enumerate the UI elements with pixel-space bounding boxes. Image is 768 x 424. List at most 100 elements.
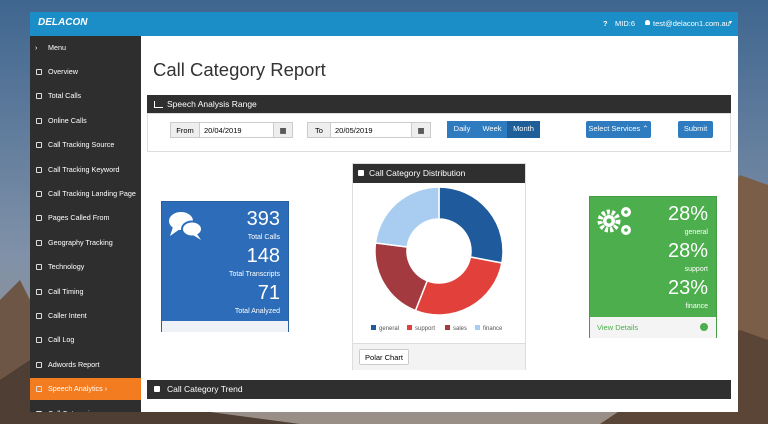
totals-footer — [162, 321, 288, 332]
chevron: › — [102, 384, 108, 394]
item-icon — [36, 93, 42, 100]
phone-icon — [358, 170, 364, 176]
from-input[interactable]: 20/04/2019 — [199, 122, 274, 138]
polar-chart-button[interactable]: Polar Chart — [359, 349, 409, 365]
category-panel: View Details 28% general 28% support 23% fina… — [589, 196, 717, 338]
from-label: From — [170, 122, 200, 138]
mid-label: MID:6 — [615, 19, 636, 28]
user-menu[interactable]: test@delacon1.com.au — [653, 19, 730, 28]
stat-label: general — [684, 229, 708, 236]
services-label: Select Services — [588, 124, 641, 133]
item-label: Call Tracking Keyword — [48, 164, 120, 174]
top-bar: DELACON ? MID:6 test@delacon1.com.au ▾ — [30, 12, 738, 36]
sidebar-item[interactable]: Call Tracking Source — [30, 134, 141, 156]
sidebar-item[interactable]: Online Calls — [30, 110, 141, 132]
select-services[interactable]: Select Services ⌃ — [586, 121, 651, 138]
range-header: Speech Analysis Range — [147, 95, 731, 113]
legend-swatch — [445, 325, 450, 330]
phone-icon — [154, 386, 160, 392]
item-label: Call Log — [48, 335, 75, 345]
stat-value: 28% — [667, 240, 708, 262]
period-button[interactable]: Week — [477, 121, 507, 138]
stat-value: 28% — [667, 203, 708, 225]
arrow-icon — [700, 323, 708, 331]
item-label: Call Categorizer — [48, 409, 100, 412]
sidebar-item[interactable]: Call Categorizer — [30, 403, 141, 412]
sidebar-item[interactable]: Call Tracking Keyword — [30, 159, 141, 181]
sidebar-item[interactable]: Call Log — [30, 329, 141, 351]
item-icon — [36, 361, 42, 368]
stat-label: finance — [685, 303, 708, 310]
donut-segment — [438, 186, 504, 264]
item-label: Online Calls — [48, 115, 87, 125]
trend-header: Call Category Trend — [147, 380, 731, 399]
sidebar-item[interactable]: Geography Tracking — [30, 232, 141, 254]
view-details[interactable]: View Details — [590, 317, 716, 338]
sidebar-item[interactable]: Call Timing — [30, 281, 141, 303]
period-button[interactable]: Daily — [447, 121, 477, 138]
legend-label: sales — [453, 326, 467, 332]
caret: ▾ — [729, 20, 733, 26]
item-label: Overview — [48, 67, 78, 76]
sidebar-item[interactable]: Total Calls — [30, 85, 141, 107]
legend-label: support — [415, 326, 435, 332]
sidebar-item[interactable]: Call Tracking Landing Page — [30, 183, 141, 205]
total-label: Total Analyzed — [234, 308, 280, 315]
help-link[interactable]: ? — [603, 19, 608, 28]
stat-label: support — [684, 266, 708, 273]
item-label: Speech Analytics — [48, 384, 103, 394]
item-icon — [36, 288, 42, 295]
sidebar-item[interactable]: Pages Called From — [30, 207, 141, 229]
donut-segment — [374, 186, 440, 248]
submit-button[interactable]: Submit — [678, 121, 713, 138]
item-icon — [36, 313, 42, 319]
logo: DELACON — [38, 17, 88, 28]
sidebar-item[interactable]: Adwords Report — [30, 354, 141, 376]
trend-title: Call Category Trend — [167, 384, 243, 394]
legend-swatch — [407, 325, 412, 330]
item-label: Caller Intent — [48, 311, 87, 320]
item-icon — [36, 239, 42, 246]
sidebar: › Menu Overview Total Calls Online Calls Cal… — [30, 36, 141, 412]
item-icon — [36, 264, 42, 271]
total-label: Total Calls — [247, 234, 280, 241]
item-label: Call Tracking Source — [48, 140, 115, 150]
sidebar-item[interactable]: Technology — [30, 256, 141, 278]
to-input[interactable]: 20/05/2019 — [330, 122, 412, 138]
sidebar-item[interactable]: Caller Intent — [30, 305, 141, 327]
period-button[interactable]: Month — [507, 121, 540, 138]
browser-window: DELACON ? MID:6 test@delacon1.com.au ▾ ›… — [30, 12, 738, 412]
item-icon — [36, 142, 42, 149]
sidebar-item[interactable]: Speech Analytics › — [30, 378, 141, 401]
item-label: Geography Tracking — [48, 237, 113, 247]
menu-toggle[interactable]: › Menu — [30, 37, 141, 59]
item-label: Call Timing — [48, 286, 84, 296]
legend-label: general — [379, 326, 399, 332]
from-calendar[interactable]: ▦ — [273, 122, 293, 138]
to-calendar[interactable]: ▦ — [411, 122, 431, 138]
donut-segment — [374, 242, 429, 312]
item-label: Pages Called From — [48, 213, 110, 223]
item-icon — [36, 410, 42, 412]
page-title: Call Category Report — [153, 59, 326, 80]
sidebar-item[interactable]: Overview — [30, 61, 141, 83]
item-icon — [36, 166, 42, 173]
totals-panel: 393 Total Calls 148 Total Transcripts 71 Tota… — [161, 201, 289, 332]
range-form: From 20/04/2019 ▦ To 20/05/2019 ▦ Select… — [147, 113, 731, 152]
menu-label: Menu — [48, 43, 66, 52]
item-label: Total Calls — [48, 91, 82, 101]
item-label: Adwords Report — [48, 359, 100, 369]
details-label: View Details — [597, 323, 639, 332]
legend-label: finance — [483, 326, 503, 332]
total-label: Total Transcripts — [229, 271, 280, 278]
chevron: › — [35, 43, 38, 52]
item-label: Technology — [48, 262, 85, 272]
item-label: Call Tracking Landing Page — [48, 189, 136, 198]
item-icon — [36, 69, 42, 75]
total-value: 393 — [246, 208, 280, 230]
to-label: To — [307, 122, 331, 138]
range-title: Speech Analysis Range — [167, 99, 257, 109]
user-icon — [645, 20, 650, 25]
item-icon — [36, 117, 42, 124]
distribution-panel: Call Category Distribution general suppor… — [352, 163, 526, 370]
